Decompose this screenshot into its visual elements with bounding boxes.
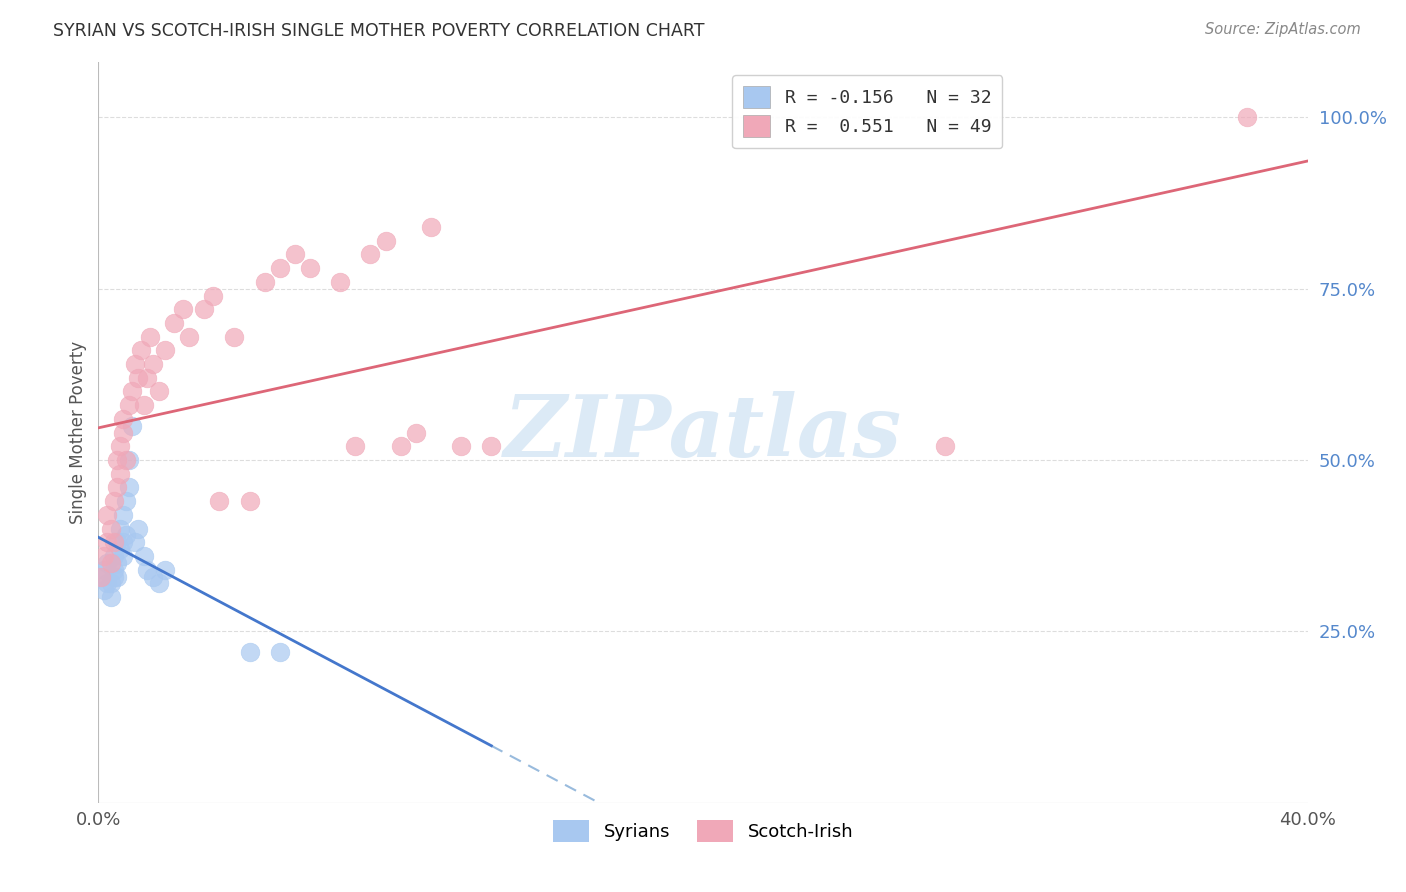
Point xyxy=(284,247,307,261)
Point xyxy=(420,219,443,234)
Point xyxy=(224,329,246,343)
Point xyxy=(1236,110,1258,124)
Point xyxy=(96,508,118,522)
Point xyxy=(108,467,131,481)
Point xyxy=(142,569,165,583)
Point xyxy=(142,357,165,371)
Point xyxy=(299,261,322,276)
Legend: Syrians, Scotch-Irish: Syrians, Scotch-Irish xyxy=(546,813,860,849)
Point xyxy=(100,576,122,591)
Point xyxy=(360,247,382,261)
Text: SYRIAN VS SCOTCH-IRISH SINGLE MOTHER POVERTY CORRELATION CHART: SYRIAN VS SCOTCH-IRISH SINGLE MOTHER POV… xyxy=(53,22,704,40)
Point xyxy=(93,563,115,577)
Point xyxy=(114,494,136,508)
Point xyxy=(124,357,146,371)
Point xyxy=(96,576,118,591)
Point xyxy=(121,384,143,399)
Point xyxy=(105,535,128,549)
Point xyxy=(239,494,262,508)
Point xyxy=(105,569,128,583)
Text: ZIPatlas: ZIPatlas xyxy=(503,391,903,475)
Point xyxy=(93,583,115,598)
Point xyxy=(103,535,125,549)
Point xyxy=(121,418,143,433)
Point xyxy=(153,563,176,577)
Point xyxy=(90,569,112,583)
Point xyxy=(103,569,125,583)
Point xyxy=(135,563,157,577)
Point xyxy=(389,439,412,453)
Point xyxy=(269,645,291,659)
Point xyxy=(111,508,134,522)
Point xyxy=(108,439,131,453)
Point xyxy=(193,302,215,317)
Point xyxy=(96,556,118,570)
Point xyxy=(148,576,170,591)
Point xyxy=(481,439,503,453)
Point xyxy=(103,494,125,508)
Point xyxy=(253,275,276,289)
Point xyxy=(934,439,956,453)
Point xyxy=(114,528,136,542)
Point xyxy=(132,398,155,412)
Point xyxy=(269,261,291,276)
Point xyxy=(111,412,134,426)
Point xyxy=(111,549,134,563)
Point xyxy=(163,316,186,330)
Y-axis label: Single Mother Poverty: Single Mother Poverty xyxy=(69,341,87,524)
Point xyxy=(127,522,149,536)
Point xyxy=(172,302,194,317)
Point xyxy=(108,522,131,536)
Point xyxy=(105,556,128,570)
Point xyxy=(329,275,352,289)
Point xyxy=(208,494,231,508)
Point xyxy=(344,439,367,453)
Text: Source: ZipAtlas.com: Source: ZipAtlas.com xyxy=(1205,22,1361,37)
Point xyxy=(105,480,128,494)
Point xyxy=(111,425,134,440)
Point xyxy=(100,522,122,536)
Point xyxy=(103,563,125,577)
Point xyxy=(405,425,427,440)
Point xyxy=(135,371,157,385)
Point xyxy=(148,384,170,399)
Point xyxy=(96,535,118,549)
Point xyxy=(374,234,396,248)
Point xyxy=(118,398,141,412)
Point xyxy=(118,480,141,494)
Point xyxy=(139,329,162,343)
Point xyxy=(93,549,115,563)
Point xyxy=(90,569,112,583)
Point xyxy=(114,453,136,467)
Point xyxy=(111,535,134,549)
Point xyxy=(239,645,262,659)
Point xyxy=(108,542,131,557)
Point xyxy=(127,371,149,385)
Point xyxy=(100,556,122,570)
Point xyxy=(118,453,141,467)
Point xyxy=(103,549,125,563)
Point xyxy=(179,329,201,343)
Point xyxy=(202,288,225,302)
Point xyxy=(100,590,122,604)
Point xyxy=(105,453,128,467)
Point xyxy=(450,439,472,453)
Point xyxy=(129,343,152,358)
Point xyxy=(132,549,155,563)
Point xyxy=(124,535,146,549)
Point xyxy=(153,343,176,358)
